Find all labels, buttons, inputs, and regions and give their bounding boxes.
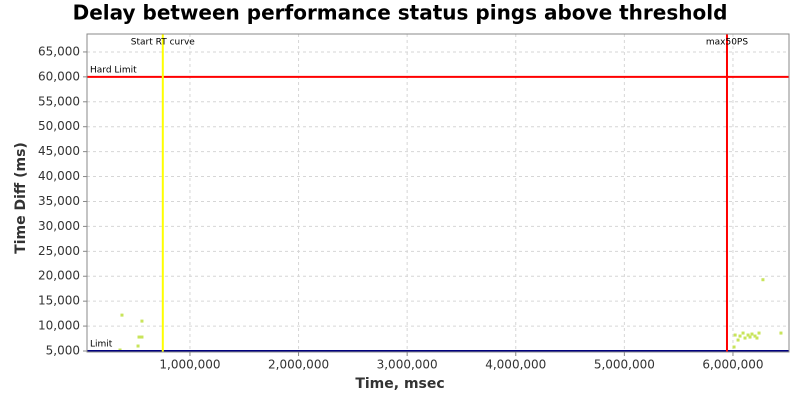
point (738, 334, 742, 338)
y-tick-label: 50,000 (38, 119, 80, 133)
point (753, 334, 757, 338)
limit-label: Hard Limit (90, 65, 137, 75)
x-axis-label: Time, msec (355, 376, 444, 392)
point (140, 335, 144, 339)
y-tick-label: 55,000 (38, 94, 80, 108)
y-tick-label: 20,000 (38, 269, 80, 283)
y-tick-label: 40,000 (38, 169, 80, 183)
y-tick-label: 25,000 (38, 244, 80, 258)
point (137, 335, 141, 339)
y-tick-label: 65,000 (38, 44, 80, 58)
point (733, 333, 737, 337)
point (746, 333, 750, 337)
point (761, 278, 765, 282)
y-tick-label: 60,000 (38, 69, 80, 83)
point (743, 336, 747, 340)
limit-label: Limit (90, 340, 113, 350)
point (750, 332, 754, 336)
point (120, 313, 124, 317)
point (741, 331, 745, 335)
y-tick-label: 5,000 (46, 344, 80, 358)
y-axis-label: Time Diff (ms) (13, 142, 29, 254)
y-tick-label: 45,000 (38, 144, 80, 158)
point (755, 336, 759, 340)
point (779, 331, 783, 335)
x-tick-label: 4,000,000 (485, 358, 546, 372)
x-tick-label: 6,000,000 (702, 358, 763, 372)
point (748, 335, 752, 339)
plot-area (87, 34, 789, 352)
marker-label: max50PS (706, 38, 748, 48)
x-tick-label: 1,000,000 (159, 358, 220, 372)
x-tick-label: 5,000,000 (594, 358, 655, 372)
point (736, 338, 740, 342)
point (140, 319, 144, 323)
marker-label: Start RT curve (131, 38, 195, 48)
plot-border (86, 33, 790, 353)
point (732, 345, 736, 349)
chart-title: Delay between performance status pings a… (73, 1, 728, 25)
y-tick-label: 10,000 (38, 319, 80, 333)
point (757, 331, 761, 335)
point (136, 344, 140, 348)
plot-layer: Hard Limit Limit Start RT curve max50PS (83, 34, 789, 356)
x-tick-label: 3,000,000 (377, 358, 438, 372)
y-tick-label: 35,000 (38, 194, 80, 208)
y-tick-label: 15,000 (38, 294, 80, 308)
x-tick-label: 2,000,000 (268, 358, 329, 372)
y-tick-label: 30,000 (38, 219, 80, 233)
